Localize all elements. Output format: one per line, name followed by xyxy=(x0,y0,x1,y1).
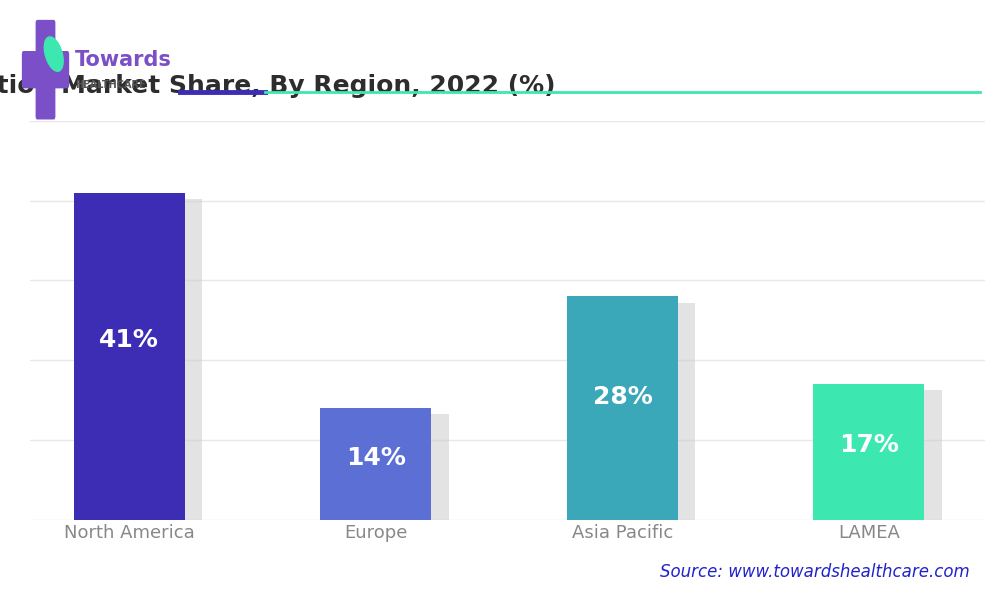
Bar xyxy=(831,390,942,519)
Bar xyxy=(320,408,431,519)
Text: 41%: 41% xyxy=(99,328,159,352)
Bar xyxy=(584,303,695,519)
Bar xyxy=(813,384,924,519)
Text: HEALTHCARE: HEALTHCARE xyxy=(75,80,146,90)
Text: Behavioral Rehabilitation Market Share, By Region, 2022 (%): Behavioral Rehabilitation Market Share, … xyxy=(0,74,555,98)
Bar xyxy=(91,199,202,519)
Ellipse shape xyxy=(44,36,64,72)
FancyBboxPatch shape xyxy=(36,20,55,120)
Text: 14%: 14% xyxy=(346,446,406,470)
Bar xyxy=(74,193,185,519)
Bar xyxy=(338,415,449,519)
Bar xyxy=(567,296,678,519)
Text: Towards: Towards xyxy=(75,50,172,71)
FancyBboxPatch shape xyxy=(22,51,69,88)
Text: Source: www.towardshealthcare.com: Source: www.towardshealthcare.com xyxy=(660,563,970,581)
Text: 17%: 17% xyxy=(839,433,899,457)
Text: 28%: 28% xyxy=(593,385,652,409)
